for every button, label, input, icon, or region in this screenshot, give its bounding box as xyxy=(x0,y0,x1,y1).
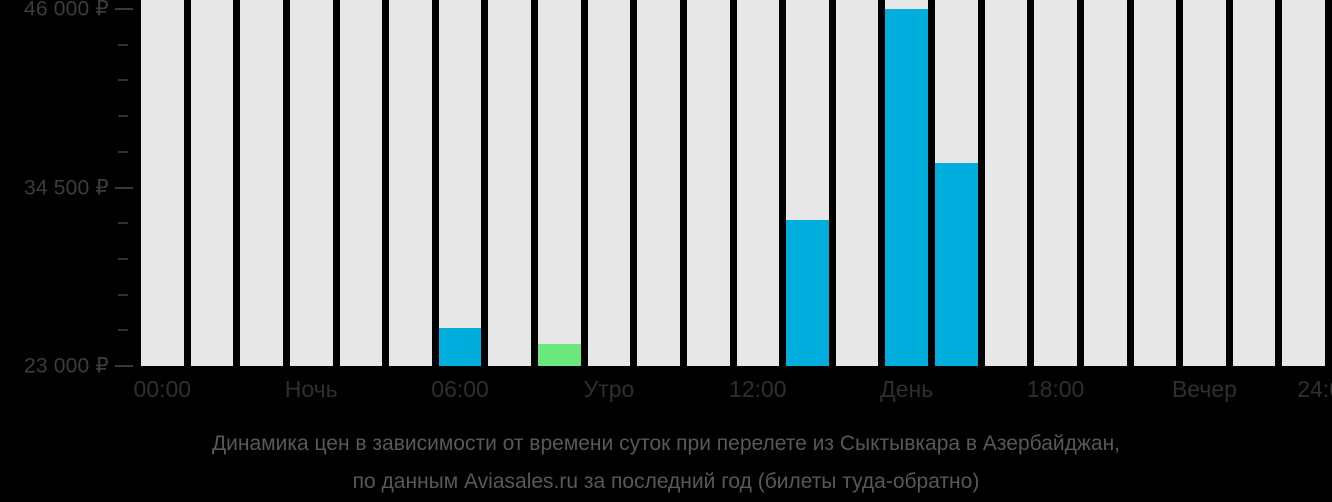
y-axis-tick-major xyxy=(115,365,133,367)
chart-band[interactable] xyxy=(389,0,432,366)
chart-band[interactable] xyxy=(1133,0,1177,366)
chart-band[interactable] xyxy=(190,0,234,366)
chart-band[interactable] xyxy=(786,0,829,366)
x-axis-label: Ночь xyxy=(284,376,338,402)
chart-bar[interactable] xyxy=(538,343,581,366)
y-axis-tick-major xyxy=(115,8,133,10)
chart-band[interactable] xyxy=(1183,0,1226,366)
x-axis-label: 24:00 xyxy=(1297,376,1332,402)
chart-band[interactable] xyxy=(488,0,531,366)
chart-band[interactable] xyxy=(984,0,1028,366)
chart-bar[interactable] xyxy=(935,162,978,366)
y-axis-tick-minor xyxy=(118,79,128,82)
chart-caption: Динамика цен в зависимости от времени су… xyxy=(0,425,1332,501)
y-axis-tick-minor xyxy=(118,329,128,332)
y-axis-tick-minor xyxy=(118,43,128,46)
y-axis-tick-minor xyxy=(118,222,128,225)
chart-band[interactable] xyxy=(240,0,283,366)
x-axis-label: Утро xyxy=(583,376,635,402)
chart-band[interactable] xyxy=(1282,0,1325,366)
chart-bar[interactable] xyxy=(786,220,829,366)
caption-line-2: по данным Aviasales.ru за последний год … xyxy=(352,470,980,493)
y-axis-tick-minor xyxy=(118,150,128,153)
x-axis-label: 06:00 xyxy=(431,376,489,402)
chart-band[interactable] xyxy=(885,0,928,366)
chart-band[interactable] xyxy=(1232,0,1276,366)
y-axis-tick-minor xyxy=(118,257,128,260)
chart-band[interactable] xyxy=(835,0,879,366)
x-axis-label: Вечер xyxy=(1171,376,1237,402)
plot-area xyxy=(141,0,1332,366)
y-axis-tick-major xyxy=(115,186,133,189)
x-axis-label: День xyxy=(880,376,934,402)
y-axis-tick-minor xyxy=(118,115,128,118)
chart-band[interactable] xyxy=(339,0,383,366)
y-axis: 23 000 ₽ 34 500 ₽ 46 000 ₽ xyxy=(0,0,141,377)
chart-band[interactable] xyxy=(141,0,184,366)
chart-band[interactable] xyxy=(538,0,581,366)
chart-band[interactable] xyxy=(438,0,482,366)
chart-band[interactable] xyxy=(637,0,680,366)
chart-band[interactable] xyxy=(736,0,780,366)
caption-line-1: Динамика цен в зависимости от времени су… xyxy=(211,432,1121,455)
chart-band[interactable] xyxy=(587,0,631,366)
x-axis-label: 12:00 xyxy=(729,376,787,402)
x-axis-label: 18:00 xyxy=(1026,376,1085,402)
x-axis-label: 00:00 xyxy=(133,376,192,402)
y-axis-label: 34 500 ₽ xyxy=(23,176,109,199)
y-axis-label: 46 000 ₽ xyxy=(23,0,109,21)
chart-band[interactable] xyxy=(1034,0,1077,366)
chart-band[interactable] xyxy=(686,0,730,366)
y-axis-label: 23 000 ₽ xyxy=(23,354,109,378)
chart-bar[interactable] xyxy=(438,327,482,366)
y-axis-tick-minor xyxy=(118,293,128,296)
chart-band[interactable] xyxy=(289,0,333,366)
chart-band[interactable] xyxy=(1083,0,1127,366)
chart-band[interactable] xyxy=(935,0,978,366)
x-axis: 00:00 Ночь 06:00 Утро 12:00 День 18:00 Вечер 24:… xyxy=(0,366,1332,412)
chart-bar[interactable] xyxy=(885,9,928,366)
